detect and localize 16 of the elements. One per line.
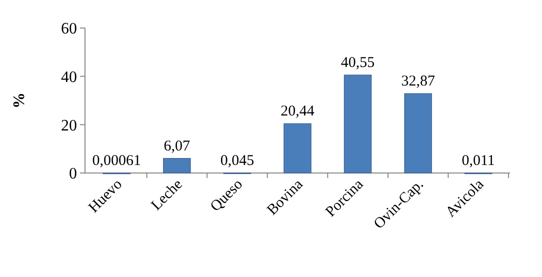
- y-axis-title: %: [11, 92, 28, 108]
- data-label: 0,045: [220, 152, 254, 169]
- bar: [163, 158, 191, 174]
- bar: [344, 74, 372, 174]
- bar: [284, 123, 312, 174]
- y-tick-label: 0: [69, 166, 77, 183]
- y-tick-label: 20: [61, 117, 77, 134]
- data-label: 0,011: [462, 152, 495, 169]
- y-tick-label: 40: [61, 68, 77, 86]
- data-label: 32,87: [401, 74, 436, 90]
- y-tick-label: 60: [61, 20, 77, 38]
- data-label: 0,00061: [92, 153, 142, 169]
- data-label: 20,44: [280, 104, 315, 120]
- data-label: 6,07: [164, 138, 191, 154]
- bar: [404, 93, 432, 174]
- data-label: 40,55: [340, 55, 375, 72]
